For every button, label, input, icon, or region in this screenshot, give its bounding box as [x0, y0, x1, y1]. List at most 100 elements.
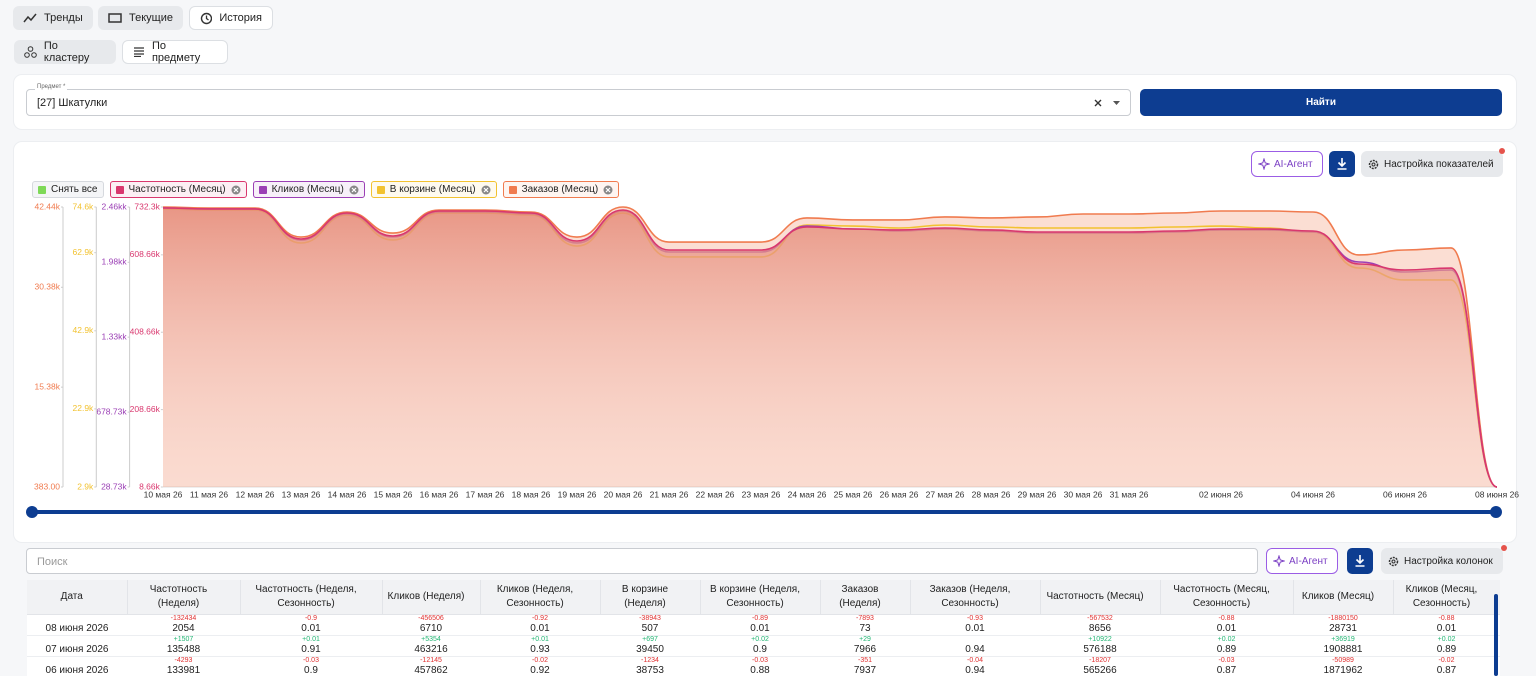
y-tick-label: 1.33kk	[102, 331, 128, 341]
range-slider-handle[interactable]	[1490, 506, 1502, 518]
cell-delta: -0.9	[304, 615, 318, 622]
y-tick-label: 1.98kk	[102, 257, 128, 267]
table-cell: +5354 463216	[382, 635, 480, 657]
table-cell: 0.94	[910, 635, 1040, 657]
cell-value: 8656	[1088, 623, 1112, 634]
clear-icon[interactable]	[1094, 99, 1102, 107]
tab-trends[interactable]: Тренды	[13, 6, 93, 30]
column-header[interactable]: Заказов (Неделя)	[820, 580, 911, 615]
mode-subject[interactable]: По предмету	[122, 40, 228, 64]
cell-value: 08 июня 2026	[45, 623, 109, 634]
subject-select[interactable]: Предмет * [27] Шкатулки	[26, 84, 1131, 116]
x-tick-label: 30 мая 26	[1064, 489, 1103, 499]
cell-delta: -0.03	[1218, 657, 1235, 664]
ai-agent-button[interactable]: AI-Агент	[1266, 548, 1338, 574]
column-header[interactable]: Частотность (Месяц, Сезонность)	[1160, 580, 1294, 615]
download-button[interactable]	[1329, 151, 1355, 177]
table-cell: +0.01 0.91	[240, 635, 382, 657]
remove-icon[interactable]	[603, 185, 613, 195]
cell-value: 06 июня 2026	[45, 665, 109, 676]
column-header[interactable]: Дата	[27, 580, 128, 615]
ai-agent-button[interactable]: AI-Агент	[1251, 151, 1323, 177]
table-cell: +1507 135488	[127, 635, 240, 657]
legend-item[interactable]: Частотность (Месяц)	[109, 181, 247, 198]
icon	[1258, 158, 1270, 170]
column-header[interactable]: Кликов (Месяц)	[1293, 580, 1394, 615]
download-button[interactable]	[1347, 548, 1373, 574]
x-tick-label: 06 июня 26	[1383, 489, 1427, 499]
x-tick-label: 11 мая 26	[190, 489, 228, 499]
table-cell: -0.03 0.87	[1160, 656, 1293, 676]
remove-icon[interactable]	[231, 185, 241, 195]
settings-button[interactable]: Настройка показателей	[1361, 151, 1503, 177]
cell-delta: -351	[857, 657, 872, 664]
table-cell: -0.03 0.88	[700, 656, 820, 676]
y-tick-label: 2.9k	[77, 481, 94, 491]
legend-swatch	[38, 185, 46, 194]
cell-delta: +0.01	[302, 636, 320, 643]
table-cell: -1880150 28731	[1293, 614, 1393, 636]
cell-value: 135488	[166, 644, 201, 655]
column-header[interactable]: Частотность (Месяц)	[1040, 580, 1161, 615]
cell-value: 0.94	[965, 644, 985, 655]
table-cell: +0.02 0.9	[700, 635, 820, 657]
legend-swatch	[376, 185, 385, 194]
button-label: Настройка показателей	[1384, 158, 1494, 170]
legend-label: Снять все	[51, 184, 98, 195]
tab-current[interactable]: Текущие	[98, 6, 183, 30]
x-tick-label: 21 мая 26	[650, 489, 689, 499]
cell-delta: -0.03	[303, 657, 319, 664]
table-scrollbar[interactable]	[1494, 594, 1498, 676]
mode-cluster[interactable]: По кластеру	[14, 40, 116, 64]
x-tick-label: 27 мая 26	[926, 489, 965, 499]
remove-icon[interactable]	[349, 185, 359, 195]
placeholder: Поиск	[37, 556, 68, 568]
legend-item[interactable]: Кликов (Месяц)	[252, 181, 365, 198]
search-button[interactable]: Найти	[1140, 89, 1502, 116]
y-tick-label: 74.6k	[73, 201, 95, 211]
cell-delta: +5354	[421, 636, 441, 643]
table-cell: 06 июня 2026	[27, 656, 127, 676]
cell-value: 507	[641, 623, 659, 634]
y-tick-label: 42.9k	[73, 325, 95, 335]
tab-label: Текущие	[129, 12, 173, 24]
table-container: Дата Частотность (Неделя) Частотность (Нед…	[27, 580, 1500, 676]
cell-delta: -0.88	[1438, 615, 1455, 622]
column-header[interactable]: В корзине (Неделя)	[600, 580, 701, 615]
tab-label: Тренды	[44, 12, 83, 24]
cell-value: 0.01	[530, 623, 550, 634]
cell-value: 1908881	[1323, 644, 1363, 655]
legend-item[interactable]: Заказов (Месяц)	[502, 181, 620, 198]
cell-delta: -0.88	[1218, 615, 1235, 622]
remove-icon[interactable]	[481, 185, 491, 195]
legend-clear[interactable]: Снять все	[32, 181, 104, 198]
dropdown-icon[interactable]	[1113, 101, 1120, 106]
columns-settings-button[interactable]: Настройка колонок	[1381, 548, 1503, 574]
column-header[interactable]: Частотность (Неделя)	[127, 580, 241, 615]
table-cell: 07 июня 2026	[27, 635, 127, 657]
search-input[interactable]: Поиск	[26, 548, 1258, 574]
column-header[interactable]: Заказов (Неделя, Сезонность)	[910, 580, 1041, 615]
cell-delta: +0.02	[1217, 636, 1236, 643]
tab-history[interactable]: История	[189, 6, 273, 30]
mode-label: По кластеру	[43, 40, 90, 64]
column-header[interactable]: Кликов (Неделя, Сезонность)	[480, 580, 601, 615]
range-slider-handle[interactable]	[26, 506, 38, 518]
column-header[interactable]: В корзине (Неделя, Сезонность)	[700, 580, 821, 615]
table-cell: -0.04 0.94	[910, 656, 1040, 676]
column-header[interactable]: Кликов (Неделя)	[382, 580, 481, 615]
cell-value: 38753	[636, 665, 664, 676]
table-cell: -0.88 0.01	[1160, 614, 1293, 636]
column-header[interactable]: Частотность (Неделя, Сезонность)	[240, 580, 383, 615]
column-header[interactable]: Кликов (Месяц, Сезонность)	[1393, 580, 1500, 615]
cell-delta: -567532	[1087, 615, 1113, 622]
cell-value: 565266	[1083, 665, 1117, 676]
cell-delta: +0.02	[1437, 636, 1456, 643]
cell-value: 576188	[1083, 644, 1117, 655]
legend-item[interactable]: В корзине (Месяц)	[370, 181, 497, 198]
cell-value: 0.01	[1436, 623, 1457, 634]
legend-swatch	[115, 185, 124, 194]
button-label: Найти	[1306, 97, 1336, 108]
cell-value: 0.94	[965, 665, 985, 676]
table-cell: -567532 8656	[1040, 614, 1160, 636]
